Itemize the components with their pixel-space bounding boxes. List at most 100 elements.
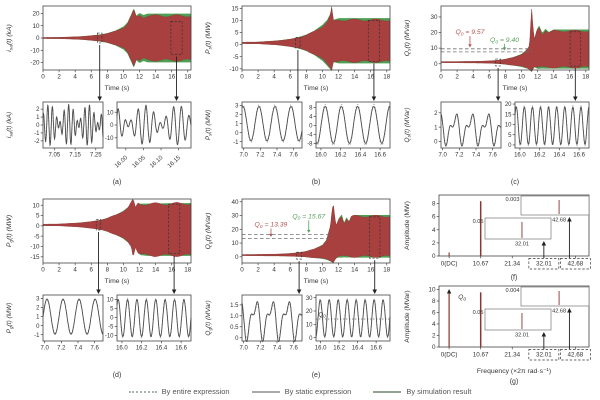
label: 10.67 <box>473 261 489 268</box>
label: 12 <box>335 267 343 274</box>
label: 0 <box>110 123 114 129</box>
label: 12 <box>136 267 144 274</box>
axis-box <box>241 294 303 342</box>
label: -20 <box>30 60 40 67</box>
label: 7.6 <box>289 153 298 159</box>
zoom-arrow-head <box>573 96 578 101</box>
label: 6 <box>432 310 436 317</box>
annotation-arrow-head <box>502 47 507 51</box>
label: (a) <box>113 179 122 186</box>
zoom-region-marker <box>369 216 381 259</box>
label: 12 <box>335 74 343 81</box>
label: 15 <box>505 112 512 118</box>
label: 7.6 <box>289 346 298 352</box>
label: 7.0 <box>239 346 248 352</box>
label: 10 <box>231 240 239 247</box>
label: 10 <box>32 23 40 30</box>
label: Qg(t) (MVar) <box>205 213 213 250</box>
inset-arrow-head <box>541 241 547 246</box>
label: -10 <box>30 244 40 251</box>
label: 2 <box>36 107 40 113</box>
label: 18 <box>383 74 391 81</box>
label: Q0 = 15.67 <box>292 213 325 221</box>
legend-label: By static expression <box>284 387 352 396</box>
label: 1 <box>434 125 438 131</box>
axis-box <box>315 294 391 342</box>
axis-box <box>241 198 391 264</box>
label: 16 <box>367 267 375 274</box>
label: 0 <box>309 336 313 342</box>
axis-box <box>42 198 192 264</box>
label: 10 <box>120 74 128 81</box>
label: 0.003 <box>506 197 520 203</box>
label: -1 <box>34 131 40 137</box>
zoom-label-box <box>528 349 560 361</box>
label: 16.2 <box>333 346 345 352</box>
label: 0 <box>36 223 40 230</box>
label: 2 <box>432 333 436 340</box>
inset-arrow-head <box>567 308 572 313</box>
label: Amplitude (MVar) <box>404 290 411 342</box>
label: 10 <box>231 18 239 25</box>
label: 0.5 <box>230 325 239 331</box>
label: 20 <box>231 226 239 233</box>
label: -15 <box>30 254 40 261</box>
label: 5 <box>36 213 40 220</box>
label: 7.2 <box>256 153 265 159</box>
label: 5 <box>235 30 239 37</box>
label: isa(t) (kA) <box>6 24 14 51</box>
label: 18 <box>184 267 192 274</box>
label: 2 <box>36 306 40 312</box>
label: 16.10 <box>149 155 165 170</box>
label: 0 <box>240 74 244 81</box>
label: 10 <box>32 202 40 209</box>
label: 32.01 <box>536 261 552 268</box>
label: 7.4 <box>74 346 83 352</box>
label: Qg(t) (MVar) <box>205 300 212 335</box>
label: 7.6 <box>488 153 497 159</box>
label: Q0 <box>458 294 466 302</box>
legend-label: By entire expression <box>161 387 230 396</box>
label: 32.01 <box>536 352 552 359</box>
label: 4 <box>471 74 475 81</box>
label: -5 <box>34 233 40 240</box>
label: 4 <box>73 74 77 81</box>
label: 4 <box>309 115 313 121</box>
label: Ps(t) (MW) <box>205 110 212 141</box>
label: 7.0 <box>438 153 447 159</box>
label: 42.68 <box>568 352 584 359</box>
simulation-waveform <box>42 9 192 67</box>
label: 6 <box>488 74 492 81</box>
label: 10 <box>319 267 327 274</box>
label: 7.0 <box>40 346 49 352</box>
panel-d: 0 2 4 6 8 10 12 14 16 18 -15 -10 -5 0 5 10 Pg(t) (MW) Tim… <box>1 193 199 388</box>
inset-arrow-head <box>567 217 572 222</box>
label: 7.4 <box>472 153 481 159</box>
simulation-curve <box>116 298 192 338</box>
label: 7.15 <box>69 153 81 159</box>
label: 14 <box>351 74 359 81</box>
label: 6 <box>289 74 293 81</box>
label: 2 <box>235 113 239 119</box>
axis-box <box>241 101 303 149</box>
label: 1 <box>235 122 239 128</box>
axis-box <box>438 285 590 348</box>
zoom-region-marker <box>367 20 380 62</box>
label: 30 <box>231 213 239 220</box>
label: -5 <box>108 325 114 331</box>
spectrum-inset-box <box>520 195 590 216</box>
label: -10 <box>229 66 239 73</box>
label: (c) <box>511 179 519 186</box>
panel-e-figure: Q0 = 13.39 Q0 = 15.67 0 2 4 6 8 10 12 14 16 18 0 10 20… <box>205 198 391 379</box>
label: 6 <box>432 214 436 221</box>
label: 7.2 <box>57 346 66 352</box>
simulation-curve <box>315 106 391 144</box>
annotation-arrow-head <box>306 229 311 233</box>
label: 0(DC) <box>441 261 458 268</box>
label: 42.68 <box>552 309 566 315</box>
label: 6 <box>90 267 94 274</box>
label: Q0 = 13.39 <box>255 222 288 230</box>
